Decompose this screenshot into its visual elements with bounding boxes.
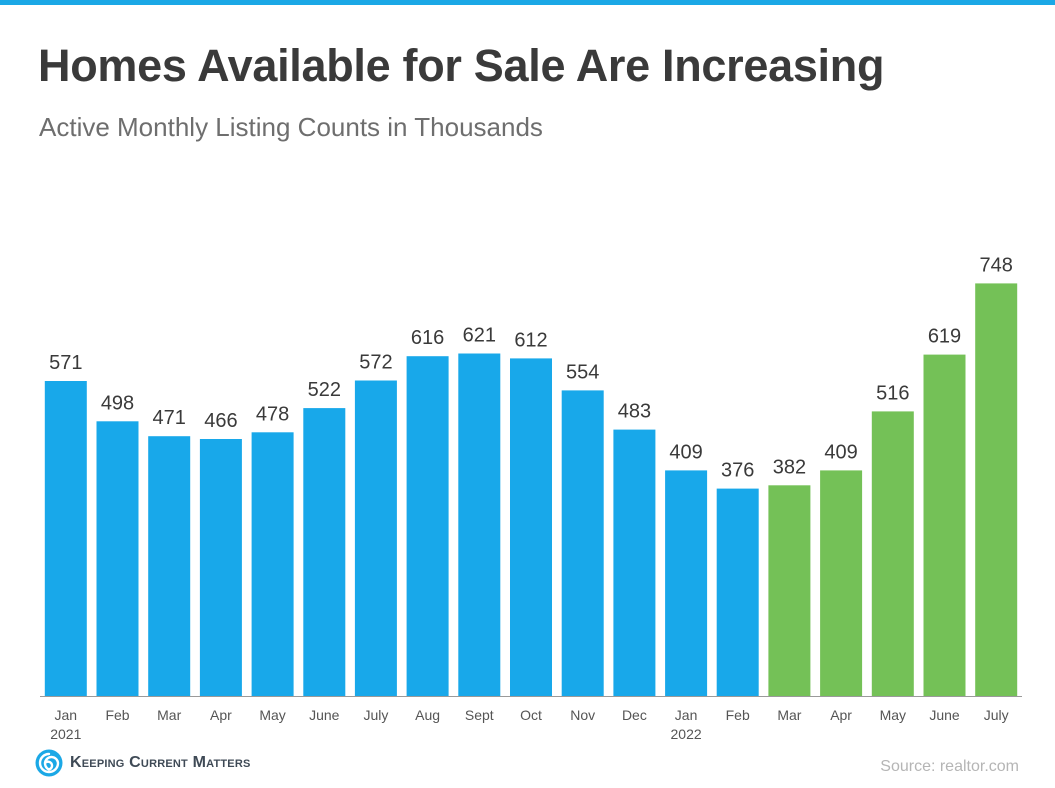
bar-value-label: 409 (824, 441, 857, 463)
bar-value-label: 619 (928, 326, 961, 348)
x-tick-label: June (309, 707, 340, 723)
bar-value-label: 498 (101, 392, 134, 414)
bar-value-label: 478 (256, 403, 289, 425)
x-tick-year-label: 2021 (50, 726, 81, 742)
x-tick-label: Apr (830, 707, 852, 723)
bar-value-label: 516 (876, 382, 909, 404)
x-tick-label: July (363, 707, 388, 723)
x-tick-label: Feb (105, 707, 129, 723)
kcm-logo: Keeping Current Matters (34, 748, 251, 778)
bar-value-label: 376 (721, 460, 754, 482)
bar-value-label: 572 (359, 352, 392, 374)
x-tick-label: Dec (622, 707, 647, 723)
bar-value-label: 612 (514, 329, 547, 351)
bar (923, 354, 966, 696)
x-tick-label: Mar (777, 707, 801, 723)
bar-value-label: 621 (463, 325, 496, 347)
bar (975, 283, 1018, 696)
x-tick-label: Jan (55, 707, 78, 723)
bar (406, 356, 449, 696)
bar (251, 432, 294, 696)
bar (716, 488, 759, 696)
bar-value-label: 554 (566, 361, 599, 383)
bar (665, 470, 708, 696)
bar (561, 390, 604, 696)
bar (303, 408, 346, 696)
bar-value-label: 616 (411, 327, 444, 349)
bar (354, 380, 397, 696)
x-tick-label: Nov (570, 707, 595, 723)
bar (199, 439, 242, 696)
bar (768, 485, 811, 696)
bar-value-label: 382 (773, 456, 806, 478)
x-tick-label: Mar (157, 707, 181, 723)
spiral-logo-icon (35, 749, 63, 777)
x-tick-label: Sept (465, 707, 494, 723)
x-tick-label: June (929, 707, 960, 723)
bar-value-label: 748 (980, 254, 1013, 276)
x-tick-label: Apr (210, 707, 232, 723)
bar-value-label: 483 (618, 401, 651, 423)
x-tick-label: May (259, 707, 285, 723)
x-tick-label: Oct (520, 707, 542, 723)
bar (44, 381, 87, 696)
bar-value-label: 571 (49, 352, 82, 374)
x-tick-label: May (880, 707, 906, 723)
bar-value-label: 522 (308, 379, 341, 401)
chart-title: Homes Available for Sale Are Increasing (38, 40, 885, 91)
bar-value-label: 409 (669, 441, 702, 463)
bar (510, 358, 552, 696)
bar (820, 470, 863, 696)
x-tick-label: Jan (675, 707, 698, 723)
bar (148, 436, 191, 696)
bar (871, 411, 914, 696)
top-accent-rule (0, 0, 1055, 5)
bar (613, 429, 656, 696)
chart-subtitle: Active Monthly Listing Counts in Thousan… (39, 112, 543, 142)
x-tick-year-label: 2022 (671, 726, 702, 742)
logo-text: Keeping Current Matters (70, 754, 251, 771)
bar (458, 353, 501, 696)
bar-value-label: 471 (153, 407, 186, 429)
bar (96, 421, 139, 696)
x-tick-label: July (984, 707, 1009, 723)
x-tick-label: Aug (415, 707, 440, 723)
source-note: Source: realtor.com (880, 758, 1019, 775)
x-tick-label: Feb (726, 707, 750, 723)
bar-value-label: 466 (204, 410, 237, 432)
